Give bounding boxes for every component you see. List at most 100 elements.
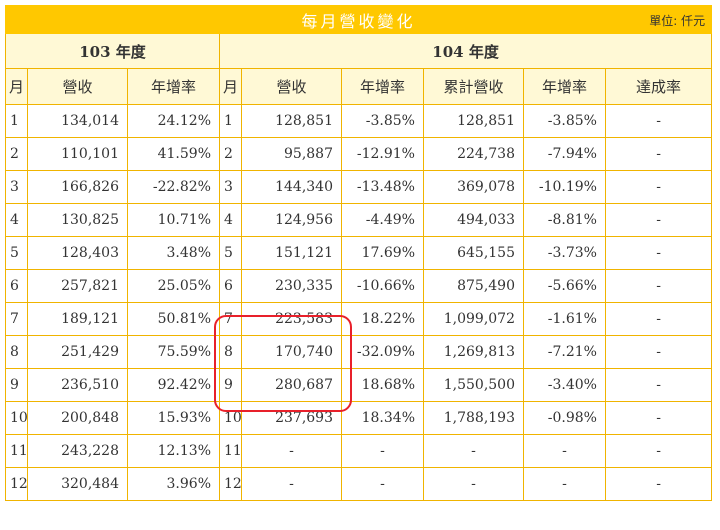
monthly-revenue-table: 每月營收變化 單位: 仟元 103 年度 104 年度 月 營收 年增率 月 營…	[4, 5, 713, 501]
table-row: 8 251,429 75.59% 8 170,740 -32.09% 1,269,813 -7…	[5, 335, 713, 369]
header-revenue-104: 營收	[241, 68, 342, 105]
header-cumulative-growth: 年增率	[523, 68, 606, 105]
unit-label: 單位: 仟元	[649, 14, 706, 28]
cell-growth-103: -22.82%	[127, 170, 220, 204]
cell-revenue-104: 144,340	[241, 170, 342, 204]
cell-growth-103: 12.13%	[127, 434, 220, 468]
cell-growth-104: 18.22%	[341, 302, 424, 336]
year-103-header: 103 年度	[5, 33, 220, 69]
header-achievement: 達成率	[604, 68, 713, 105]
cell-month-103: 12	[5, 467, 28, 501]
header-month-103: 月	[5, 68, 28, 105]
cell-cumulative-growth: -7.21%	[523, 335, 606, 369]
cell-growth-103: 10.71%	[127, 203, 220, 237]
cell-month-104: 11	[219, 434, 242, 468]
cell-month-104: 9	[219, 368, 242, 402]
cell-cumulative-growth: -5.66%	[523, 269, 606, 303]
cell-revenue-103: 130,825	[27, 203, 128, 237]
cell-revenue-103: 110,101	[27, 137, 128, 171]
cell-month-103: 10	[5, 401, 28, 435]
cell-revenue-103: 257,821	[27, 269, 128, 303]
cell-achievement: -	[604, 170, 713, 204]
cell-growth-103: 24.12%	[127, 104, 220, 138]
cell-cumulative-growth: -1.61%	[523, 302, 606, 336]
column-header-row: 月 營收 年增率 月 營收 年增率 累計營收 年增率 達成率	[5, 68, 713, 105]
header-revenue-103: 營收	[27, 68, 128, 105]
table-title: 每月營收變化	[301, 11, 416, 31]
cell-growth-104: -10.66%	[341, 269, 424, 303]
cell-growth-104: 18.34%	[341, 401, 424, 435]
cell-cumulative-growth: -3.40%	[523, 368, 606, 402]
cell-month-104: 8	[219, 335, 242, 369]
cell-cumulative: 1,099,072	[423, 302, 524, 336]
cell-revenue-104: 128,851	[241, 104, 342, 138]
cell-growth-104: 18.68%	[341, 368, 424, 402]
cell-revenue-104: 280,687	[241, 368, 342, 402]
cell-month-104: 6	[219, 269, 242, 303]
table-row: 1 134,014 24.12% 1 128,851 -3.85% 128,851 -3.85…	[5, 104, 713, 138]
header-growth-103: 年增率	[127, 68, 220, 105]
cell-revenue-103: 320,484	[27, 467, 128, 501]
table-row: 12 320,484 3.96% 12- - - - -	[5, 467, 713, 501]
cell-revenue-103: 128,403	[27, 236, 128, 270]
cell-growth-104: 17.69%	[341, 236, 424, 270]
table-row: 5 128,403 3.48% 5 151,121 17.69% 645,155 -3.73%…	[5, 236, 713, 270]
cell-growth-103: 15.93%	[127, 401, 220, 435]
cell-cumulative-growth: -3.85%	[523, 104, 606, 138]
cell-cumulative-growth: -	[523, 467, 606, 501]
cell-growth-103: 3.48%	[127, 236, 220, 270]
cell-month-104: 7	[219, 302, 242, 336]
cell-achievement: -	[604, 401, 713, 435]
cell-achievement: -	[604, 203, 713, 237]
cell-revenue-104: 95,887	[241, 137, 342, 171]
cell-achievement: -	[604, 104, 713, 138]
cell-cumulative: 1,550,500	[423, 368, 524, 402]
cell-cumulative: -	[423, 434, 524, 468]
title-cell: 每月營收變化 單位: 仟元	[4, 5, 713, 34]
cell-month-103: 3	[5, 170, 28, 204]
table-row: 11 243,228 12.13% 11- - - - -	[5, 434, 713, 468]
cell-achievement: -	[604, 137, 713, 171]
cell-growth-104: -12.91%	[341, 137, 424, 171]
cell-revenue-103: 251,429	[27, 335, 128, 369]
cell-growth-103: 3.96%	[127, 467, 220, 501]
cell-month-103: 6	[5, 269, 28, 303]
cell-growth-104: -	[341, 467, 424, 501]
year-group-row: 103 年度 104 年度	[5, 33, 713, 69]
cell-growth-104: -3.85%	[341, 104, 424, 138]
cell-month-104: 12	[219, 467, 242, 501]
table-row: 9 236,510 92.42% 9 280,687 18.68% 1,550,500 -3.…	[5, 368, 713, 402]
cell-month-103: 4	[5, 203, 28, 237]
table-row: 6 257,821 25.05% 6 230,335 -10.66% 875,490 -5.6…	[5, 269, 713, 303]
cell-cumulative: 1,788,193	[423, 401, 524, 435]
cell-revenue-104: 151,121	[241, 236, 342, 270]
cell-revenue-103: 200,848	[27, 401, 128, 435]
cell-growth-104: -	[341, 434, 424, 468]
cell-month-103: 7	[5, 302, 28, 336]
title-row: 每月營收變化 單位: 仟元	[4, 5, 713, 34]
cell-growth-104: -4.49%	[341, 203, 424, 237]
cell-revenue-104: 124,956	[241, 203, 342, 237]
header-month-104: 月	[219, 68, 242, 105]
cell-cumulative: 1,269,813	[423, 335, 524, 369]
table-row: 3 166,826 -22.82% 3 144,340 -13.48% 369,078 -10…	[5, 170, 713, 204]
cell-revenue-104: -	[241, 434, 342, 468]
cell-achievement: -	[604, 302, 713, 336]
cell-achievement: -	[604, 236, 713, 270]
cell-cumulative-growth: -8.81%	[523, 203, 606, 237]
cell-growth-103: 75.59%	[127, 335, 220, 369]
cell-achievement: -	[604, 434, 713, 468]
cell-cumulative: 645,155	[423, 236, 524, 270]
cell-month-104: 2	[219, 137, 242, 171]
cell-month-104: 3	[219, 170, 242, 204]
cell-month-103: 11	[5, 434, 28, 468]
cell-revenue-103: 243,228	[27, 434, 128, 468]
cell-growth-103: 50.81%	[127, 302, 220, 336]
table-row: 4 130,825 10.71% 4 124,956 -4.49% 494,033 -8.81…	[5, 203, 713, 237]
cell-month-103: 9	[5, 368, 28, 402]
cell-revenue-103: 236,510	[27, 368, 128, 402]
cell-growth-104: -32.09%	[341, 335, 424, 369]
cell-cumulative-growth: -7.94%	[523, 137, 606, 171]
cell-achievement: -	[604, 368, 713, 402]
